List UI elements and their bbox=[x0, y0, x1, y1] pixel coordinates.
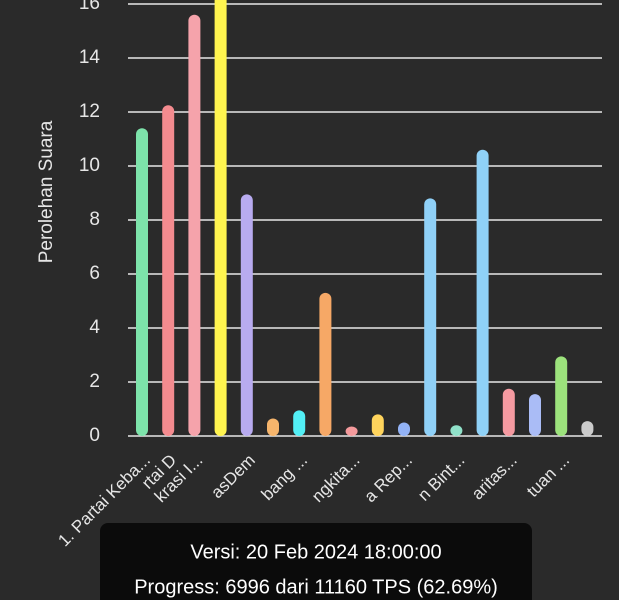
y-tick-label: 6 bbox=[89, 263, 100, 284]
bar bbox=[136, 128, 148, 436]
x-tick-label: bang ... bbox=[258, 451, 312, 505]
bar bbox=[188, 14, 201, 437]
bar bbox=[502, 388, 515, 436]
bar bbox=[345, 426, 358, 436]
tooltip bbox=[100, 523, 532, 600]
bar bbox=[450, 425, 463, 436]
x-tick-label: n Bint... bbox=[414, 451, 468, 505]
bar bbox=[581, 421, 594, 436]
x-tick-label: tuan ... bbox=[523, 451, 573, 501]
bar bbox=[293, 410, 306, 436]
bar bbox=[476, 149, 489, 437]
bar bbox=[398, 422, 410, 436]
tooltip-progress: Progress: 6996 dari 11160 TPS (62.69%) bbox=[134, 576, 498, 598]
bar bbox=[424, 198, 437, 436]
y-tick-label: 2 bbox=[89, 371, 100, 392]
x-tick-label: ngkita... bbox=[308, 451, 364, 507]
bar bbox=[162, 105, 175, 436]
tooltip-version: Versi: 20 Feb 2024 18:00:00 bbox=[190, 541, 441, 563]
x-tick-label: a Rep... bbox=[360, 451, 416, 507]
x-tick-label: asDem bbox=[207, 451, 259, 503]
bar bbox=[319, 292, 332, 436]
y-tick-label: 16 bbox=[79, 0, 100, 14]
y-tick-label: 4 bbox=[89, 317, 100, 338]
y-tick-label: 0 bbox=[89, 425, 100, 446]
x-tick-label: aritas... bbox=[468, 451, 521, 504]
y-tick-label: 8 bbox=[89, 209, 100, 230]
y-tick-label: 14 bbox=[79, 47, 101, 68]
bar bbox=[240, 194, 253, 436]
bar bbox=[555, 356, 568, 436]
bar bbox=[529, 394, 541, 436]
y-tick-label: 10 bbox=[79, 155, 100, 176]
y-tick-label: 12 bbox=[79, 101, 100, 122]
bar bbox=[371, 414, 384, 436]
bar bbox=[267, 418, 279, 436]
bar bbox=[214, 0, 227, 436]
y-axis-label: Perolehan Suara bbox=[36, 120, 57, 263]
